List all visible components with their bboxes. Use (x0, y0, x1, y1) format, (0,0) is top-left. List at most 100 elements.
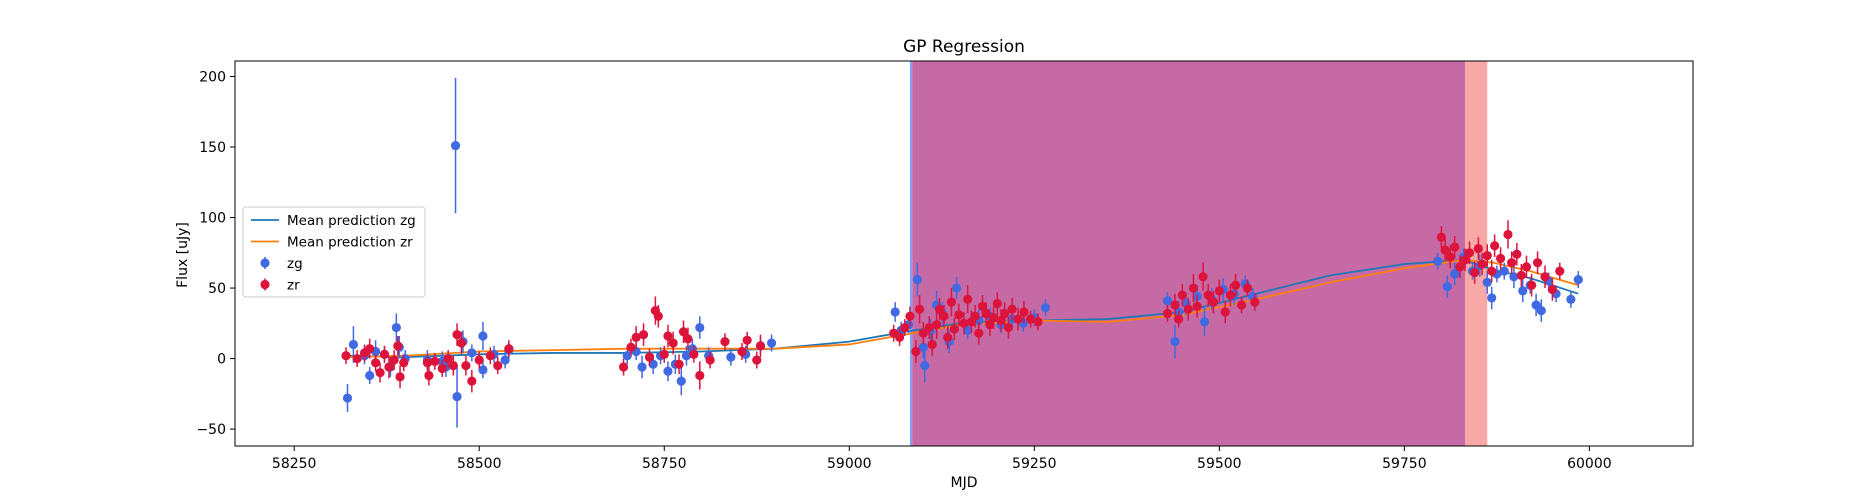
data-point (1516, 270, 1526, 280)
data-point (485, 351, 495, 361)
data-point (1440, 245, 1450, 255)
data-point (755, 341, 766, 351)
y-tick-label: 0 (217, 352, 226, 368)
data-point (1000, 308, 1010, 319)
data-point (737, 346, 747, 357)
data-point (1162, 308, 1173, 319)
data-point (443, 353, 453, 364)
data-point (1208, 297, 1219, 307)
data-point (348, 339, 359, 350)
y-tick-label: 200 (199, 70, 226, 86)
data-point (918, 342, 928, 352)
data-point (638, 329, 649, 340)
data-point (1490, 241, 1500, 251)
data-point (1220, 307, 1230, 317)
legend-label: zg (287, 256, 303, 272)
data-point (689, 349, 699, 359)
data-point (1170, 337, 1180, 347)
data-point (478, 331, 488, 341)
data-point (1464, 248, 1475, 258)
data-point (932, 320, 942, 330)
data-point (1242, 283, 1253, 293)
shaded-regions (909, 61, 1488, 446)
data-point (1007, 304, 1017, 314)
y-tick-label: −50 (196, 422, 226, 438)
x-tick-label: 58500 (457, 456, 502, 472)
data-point (342, 393, 353, 403)
data-point (467, 348, 477, 358)
data-point (500, 355, 510, 365)
data-point (918, 328, 928, 338)
data-point (678, 327, 689, 337)
plot-frame (234, 60, 1694, 447)
data-point (1566, 294, 1576, 304)
data-point (920, 361, 930, 371)
data-point (1495, 253, 1506, 264)
legend-label: Mean prediction zg (287, 213, 416, 229)
data-point (1455, 262, 1465, 272)
data-point (1503, 229, 1513, 240)
x-axis-label: MJD (951, 475, 978, 491)
data-point (981, 308, 991, 319)
data-point (1482, 277, 1492, 288)
data-point (905, 311, 915, 321)
data-point (977, 301, 988, 311)
data-point (890, 307, 900, 317)
series-points-zr (341, 220, 1565, 393)
shaded-region-2 (912, 61, 1466, 446)
data-point (949, 324, 959, 334)
data-point (1198, 272, 1208, 282)
data-point (493, 361, 503, 371)
data-point (389, 355, 399, 365)
data-point (1170, 300, 1180, 310)
data-point (989, 313, 999, 323)
data-point (1536, 306, 1546, 316)
data-point (1547, 284, 1557, 295)
data-point (663, 331, 673, 341)
data-point (631, 332, 641, 343)
data-point (1532, 258, 1543, 268)
data-point (996, 315, 1006, 326)
data-point (752, 355, 762, 365)
data-point (912, 274, 922, 285)
data-point (1162, 296, 1173, 306)
data-point (375, 368, 385, 378)
x-tick-label: 60000 (1567, 456, 1612, 472)
data-point (1487, 266, 1497, 276)
data-point (1509, 272, 1519, 282)
data-point (1203, 290, 1213, 300)
data-point (1019, 307, 1029, 317)
data-point (1470, 267, 1480, 278)
data-point (1445, 252, 1455, 262)
data-point (1192, 301, 1202, 311)
data-point (1199, 317, 1210, 327)
data-point (1527, 280, 1537, 290)
data-point (924, 322, 934, 333)
data-point (668, 338, 678, 348)
legend-label: zr (287, 278, 300, 294)
data-point (644, 352, 655, 362)
data-point (951, 283, 962, 293)
data-point (695, 322, 705, 333)
data-point (766, 338, 777, 348)
data-point (1540, 272, 1550, 282)
data-point (1473, 243, 1483, 254)
data-point (934, 304, 945, 314)
shaded-region-1 (909, 61, 913, 446)
x-tick-label: 59250 (1012, 456, 1057, 472)
data-point (1214, 286, 1224, 296)
data-point (1003, 322, 1014, 333)
data-point (1236, 300, 1247, 310)
data-point (461, 361, 471, 371)
data-point (1442, 282, 1452, 292)
x-tick-label: 59000 (827, 456, 872, 472)
data-point (1188, 283, 1199, 293)
data-point (637, 362, 647, 372)
data-point (1225, 290, 1236, 300)
data-point (648, 359, 658, 369)
data-point (341, 351, 351, 361)
data-point (927, 339, 937, 350)
data-point (985, 320, 995, 330)
data-point (352, 353, 362, 364)
